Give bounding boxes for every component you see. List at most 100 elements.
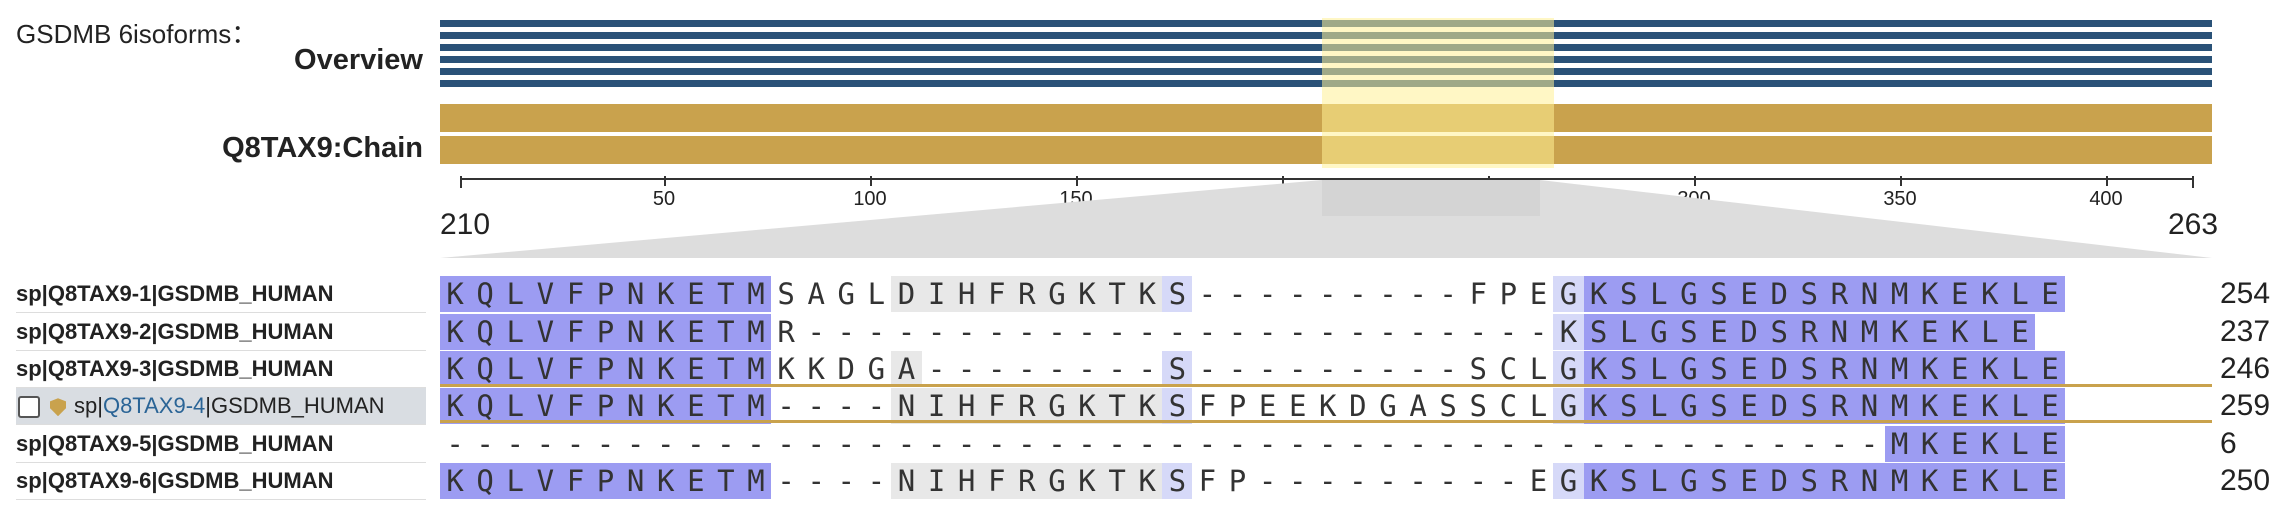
residue: K (1583, 463, 1614, 499)
residue: N (891, 463, 922, 499)
residue: G (1673, 276, 1704, 312)
residue: G (1553, 463, 1584, 499)
residue: - (807, 389, 825, 423)
row-label-suffix: |GSDMB_HUMAN (205, 393, 385, 418)
row-accession-link[interactable]: Q8TAX9-4 (102, 393, 206, 418)
residue: - (957, 315, 976, 349)
residue: H (951, 463, 982, 499)
residue: R (777, 315, 795, 349)
residue: - (957, 427, 976, 461)
residue: D (837, 352, 855, 386)
residue: P (590, 351, 621, 387)
residue: E (2034, 276, 2066, 312)
residue: - (1439, 427, 1457, 461)
residue: E (1944, 388, 1975, 424)
residue: I (921, 276, 952, 312)
residue: G (1379, 389, 1397, 423)
residue: F (560, 276, 591, 312)
alignment-row-label[interactable]: sp|Q8TAX9-6|GSDMB_HUMAN (16, 463, 426, 500)
residue: E (1734, 351, 1765, 387)
residue: - (1409, 427, 1427, 461)
residue: L (1643, 351, 1674, 387)
residue: E (1258, 389, 1277, 423)
residue: T (710, 276, 741, 312)
residue: - (1319, 464, 1337, 498)
residue: E (2034, 388, 2066, 424)
row-end-position: 259 (2220, 389, 2271, 422)
residue: V (530, 314, 561, 350)
residue: - (1018, 427, 1036, 461)
residue: S (1162, 351, 1193, 387)
residue: - (837, 315, 855, 349)
residue: E (1944, 463, 1975, 499)
residue: - (1379, 352, 1397, 386)
residue: - (1349, 464, 1367, 498)
residue: - (1439, 315, 1457, 349)
residue: - (1108, 352, 1126, 386)
row-select-checkbox[interactable] (18, 396, 40, 419)
residue: - (1710, 427, 1728, 461)
alignment-row-label[interactable]: sp|Q8TAX9-3|GSDMB_HUMAN (16, 351, 426, 388)
residue: T (710, 314, 741, 350)
residue: - (1258, 315, 1277, 349)
residue: L (500, 276, 531, 312)
residue: S (1794, 388, 1825, 424)
residue: T (710, 351, 741, 387)
residue: K (1914, 388, 1945, 424)
residue: - (837, 389, 855, 423)
residue: G (1553, 388, 1584, 424)
residue: - (717, 427, 735, 461)
residue: N (1824, 314, 1855, 350)
residue: P (590, 388, 621, 424)
axis-tick (1694, 176, 1696, 186)
alignment-row-label[interactable]: sp|Q8TAX9-2|GSDMB_HUMAN (16, 314, 426, 351)
residue: K (1884, 314, 1915, 350)
alignment-row-label[interactable]: sp|Q8TAX9-1|GSDMB_HUMAN (16, 276, 426, 313)
alignment-row-label[interactable]: sp|Q8TAX9-5|GSDMB_HUMAN (16, 426, 426, 463)
residue: L (500, 463, 531, 499)
residue: G (1041, 276, 1072, 312)
residue: L (2004, 388, 2035, 424)
residue: F (560, 351, 591, 387)
residue: L (2004, 426, 2035, 462)
residue: - (1138, 315, 1156, 349)
residue: - (1499, 315, 1518, 349)
residue: R (1011, 388, 1042, 424)
residue: V (530, 276, 561, 312)
sequence-row[interactable]: ----------------------------------------… (440, 426, 2066, 462)
residue: - (807, 315, 825, 349)
row-end-position: 237 (2220, 315, 2271, 348)
row-label-text: sp|Q8TAX9-2|GSDMB_HUMAN (16, 319, 334, 344)
residue: S (1613, 463, 1644, 499)
residue: R (1011, 463, 1042, 499)
residue: S (1703, 351, 1735, 387)
row-end-position: 250 (2220, 464, 2271, 497)
residue: - (1288, 464, 1307, 498)
residue: F (1198, 464, 1217, 498)
residue: M (1884, 463, 1915, 499)
residue: L (2004, 463, 2035, 499)
residue: S (1469, 389, 1487, 423)
residue: - (1319, 315, 1337, 349)
zoom-highlight[interactable] (1322, 18, 1554, 168)
alignment-row-label[interactable]: sp|Q8TAX9-4|GSDMB_HUMAN (16, 388, 426, 425)
residue: - (867, 315, 886, 349)
residue: - (1379, 277, 1397, 311)
residue: G (1553, 276, 1584, 312)
residue: F (560, 314, 591, 350)
row-label-text: sp|Q8TAX9-5|GSDMB_HUMAN (16, 431, 334, 456)
residue: P (590, 463, 621, 499)
residue: K (1914, 351, 1945, 387)
residue: E (2034, 426, 2066, 462)
residue: - (1409, 315, 1427, 349)
row-end-position: 246 (2220, 352, 2271, 385)
residue: F (560, 388, 591, 424)
residue: - (1168, 315, 1187, 349)
residue: K (1583, 351, 1614, 387)
residue: L (1529, 352, 1548, 386)
